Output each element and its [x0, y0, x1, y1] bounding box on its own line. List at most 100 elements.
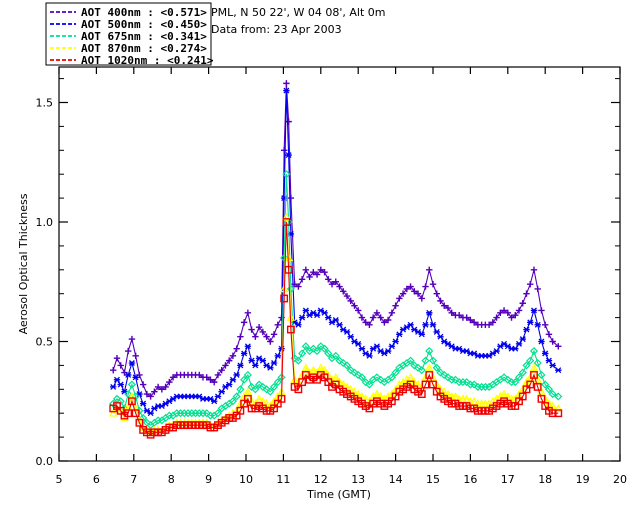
data-marker-plus: [128, 335, 136, 343]
data-marker-plus: [255, 323, 263, 331]
data-marker-asterisk: [298, 314, 306, 321]
data-marker-plus: [343, 292, 351, 300]
data-marker-plus: [455, 312, 463, 319]
data-marker-diamond: [280, 253, 289, 262]
legend-label: AOT 400nm : <0.571>: [81, 6, 207, 19]
series-markers: [109, 170, 563, 430]
data-marker-plus: [429, 280, 437, 288]
data-marker-plus: [132, 352, 139, 360]
data-marker-asterisk: [396, 331, 403, 338]
data-marker-plus: [244, 309, 252, 317]
data-marker-diamond: [294, 356, 303, 365]
data-marker-diamond: [213, 409, 222, 418]
data-marker-asterisk: [214, 393, 222, 400]
data-marker-square: [554, 409, 563, 418]
data-marker-plus: [211, 378, 218, 386]
data-marker-diamond: [112, 394, 122, 403]
data-marker-plus: [283, 80, 290, 87]
data-marker-triangle: [428, 372, 438, 381]
x-tick-label: 11: [276, 473, 290, 486]
data-marker-square: [425, 371, 434, 379]
x-tick-label: 13: [351, 473, 365, 486]
data-marker-plus: [489, 319, 497, 326]
data-marker-diamond: [232, 392, 241, 401]
data-marker-plus: [229, 352, 237, 360]
data-marker-asterisk: [218, 388, 225, 395]
data-marker-diamond: [331, 351, 340, 360]
data-marker-asterisk: [555, 367, 562, 374]
legend-label: AOT 870nm : <0.274>: [81, 42, 207, 55]
data-marker-plus: [267, 338, 274, 345]
data-marker-asterisk: [325, 314, 332, 321]
data-marker-diamond: [425, 347, 434, 356]
data-marker-triangle: [529, 363, 539, 372]
data-marker-square: [124, 409, 133, 418]
x-tick-label: 19: [576, 473, 590, 486]
data-marker-asterisk: [240, 350, 248, 357]
data-marker-asterisk: [283, 87, 290, 94]
data-marker-triangle: [123, 401, 133, 410]
data-marker-diamond: [503, 375, 512, 384]
data-marker-diamond: [537, 370, 546, 380]
data-marker-diamond: [451, 375, 460, 384]
data-marker-asterisk: [128, 360, 136, 366]
x-tick-label: 14: [389, 473, 403, 486]
data-marker-asterisk: [418, 331, 425, 338]
data-marker-diamond: [346, 366, 355, 375]
data-marker-triangle: [499, 389, 509, 398]
data-marker-plus: [437, 297, 444, 305]
series-markers: [110, 80, 562, 400]
data-marker-diamond: [361, 378, 370, 387]
site-location-line: PML, N 50 22', W 04 08', Alt 0m: [211, 6, 385, 19]
data-marker-diamond: [421, 356, 430, 365]
data-marker-diamond: [511, 378, 520, 387]
data-marker-asterisk: [336, 321, 343, 328]
data-marker-asterisk: [139, 400, 147, 407]
data-marker-plus: [280, 147, 288, 154]
data-marker-square: [131, 409, 140, 418]
legend-label: AOT 675nm : <0.341>: [81, 30, 207, 43]
x-axis-label: Time (GMT): [306, 488, 371, 501]
data-marker-diamond: [273, 378, 282, 387]
data-marker-plus: [252, 333, 259, 340]
data-marker-plus: [351, 302, 358, 309]
series-aot-675nm: [109, 170, 563, 430]
data-marker-square: [533, 383, 542, 391]
data-date-line: Data from: 23 Apr 2003: [211, 23, 342, 36]
data-marker-square: [280, 294, 289, 303]
data-marker-diamond: [313, 347, 322, 356]
data-marker-plus: [545, 331, 553, 338]
data-marker-diamond: [324, 349, 333, 358]
data-marker-asterisk: [429, 321, 437, 328]
data-marker-diamond: [440, 370, 449, 380]
data-marker-plus: [377, 314, 384, 321]
data-marker-asterisk: [358, 345, 366, 352]
y-tick-label: 1.0: [36, 216, 54, 229]
data-marker-plus: [497, 309, 504, 317]
data-marker-asterisk: [132, 374, 139, 381]
data-marker-asterisk: [384, 348, 392, 355]
data-marker-asterisk: [117, 381, 124, 388]
data-marker-plus: [399, 290, 407, 297]
data-marker-plus: [287, 194, 295, 202]
data-marker-square: [286, 325, 295, 334]
data-marker-square: [128, 397, 136, 406]
data-marker-plus: [422, 283, 429, 290]
data-marker-plus: [169, 374, 177, 381]
data-marker-asterisk: [512, 345, 519, 352]
data-marker-triangle: [421, 372, 430, 381]
data-marker-triangle: [451, 392, 460, 400]
data-marker-diamond: [365, 380, 374, 389]
data-marker-plus: [366, 321, 373, 328]
data-marker-plus: [426, 266, 433, 273]
data-marker-diamond: [417, 366, 426, 375]
data-marker-plus: [504, 309, 511, 317]
data-marker-diamond: [247, 382, 256, 391]
data-marker-plus: [493, 314, 500, 321]
data-marker-triangle: [127, 392, 137, 400]
data-marker-diamond: [410, 361, 419, 370]
data-marker-plus: [147, 393, 154, 400]
data-marker-plus: [470, 319, 478, 326]
data-marker-plus: [392, 302, 399, 309]
